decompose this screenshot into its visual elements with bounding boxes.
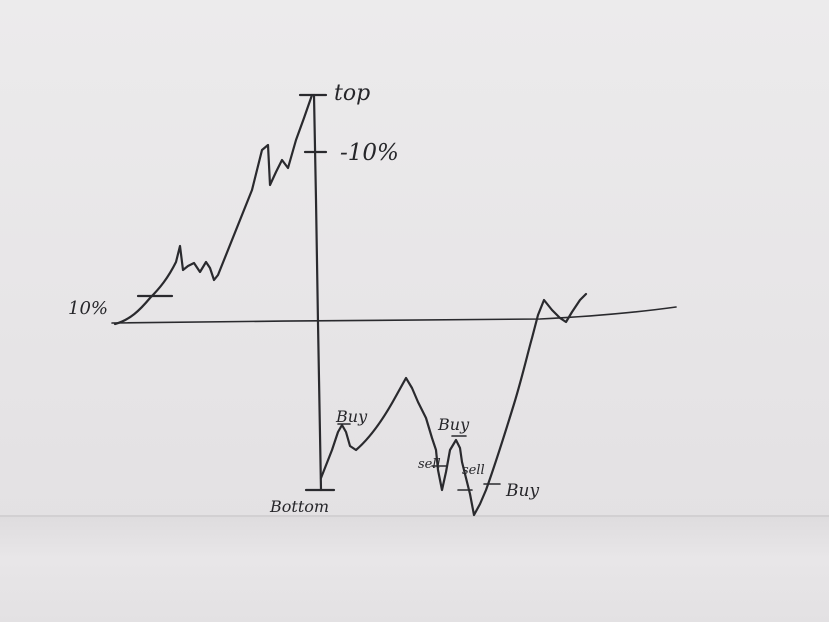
horizontal-axis — [111, 306, 677, 324]
rising-price-curve — [113, 93, 314, 326]
falling-and-recovery-curve — [319, 292, 588, 517]
paper-fold — [0, 516, 829, 622]
buy-1-label: Buy — [335, 407, 368, 426]
top-label: top — [334, 81, 370, 106]
buy-2-label: Buy — [437, 415, 470, 434]
vertical-axis — [312, 93, 323, 492]
sell-1-label: sell — [418, 457, 441, 472]
fold-line — [0, 515, 829, 517]
bottom-label: Bottom — [269, 497, 329, 516]
sell-2-label: sell — [462, 463, 485, 478]
ten-percent-label: 10% — [68, 298, 108, 319]
buy-3-label: Buy — [505, 481, 539, 501]
minus10-label: -10% — [340, 140, 399, 166]
